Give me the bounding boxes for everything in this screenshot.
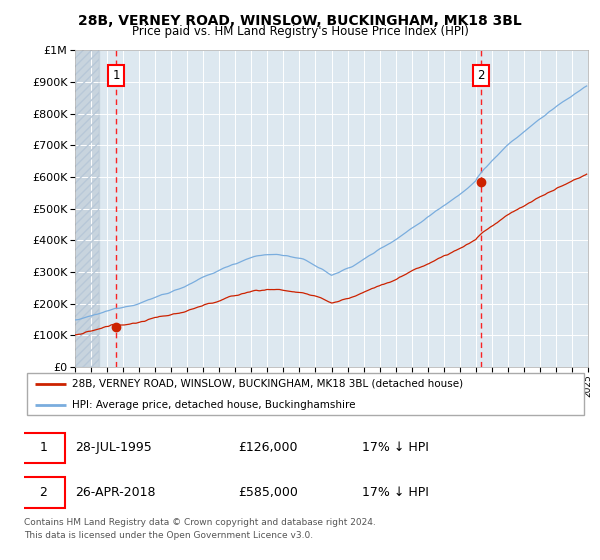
Text: 26-APR-2018: 26-APR-2018 (75, 486, 155, 499)
Text: 28B, VERNEY ROAD, WINSLOW, BUCKINGHAM, MK18 3BL (detached house): 28B, VERNEY ROAD, WINSLOW, BUCKINGHAM, M… (72, 379, 463, 389)
Text: 2: 2 (39, 486, 47, 499)
FancyBboxPatch shape (27, 373, 584, 416)
Bar (75, 50, 99, 367)
Text: £585,000: £585,000 (238, 486, 298, 499)
FancyBboxPatch shape (21, 433, 65, 463)
Text: 28B, VERNEY ROAD, WINSLOW, BUCKINGHAM, MK18 3BL: 28B, VERNEY ROAD, WINSLOW, BUCKINGHAM, M… (78, 14, 522, 28)
Text: 28-JUL-1995: 28-JUL-1995 (75, 441, 152, 454)
Text: £126,000: £126,000 (238, 441, 298, 454)
Text: 2: 2 (477, 69, 485, 82)
Text: Price paid vs. HM Land Registry's House Price Index (HPI): Price paid vs. HM Land Registry's House … (131, 25, 469, 38)
Text: 17% ↓ HPI: 17% ↓ HPI (362, 486, 429, 499)
Text: 1: 1 (112, 69, 120, 82)
Text: HPI: Average price, detached house, Buckinghamshire: HPI: Average price, detached house, Buck… (72, 400, 355, 410)
FancyBboxPatch shape (21, 478, 65, 508)
Text: This data is licensed under the Open Government Licence v3.0.: This data is licensed under the Open Gov… (24, 531, 313, 540)
Bar (75, 50, 99, 367)
Text: 17% ↓ HPI: 17% ↓ HPI (362, 441, 429, 454)
Text: 1: 1 (39, 441, 47, 454)
Text: Contains HM Land Registry data © Crown copyright and database right 2024.: Contains HM Land Registry data © Crown c… (24, 518, 376, 527)
